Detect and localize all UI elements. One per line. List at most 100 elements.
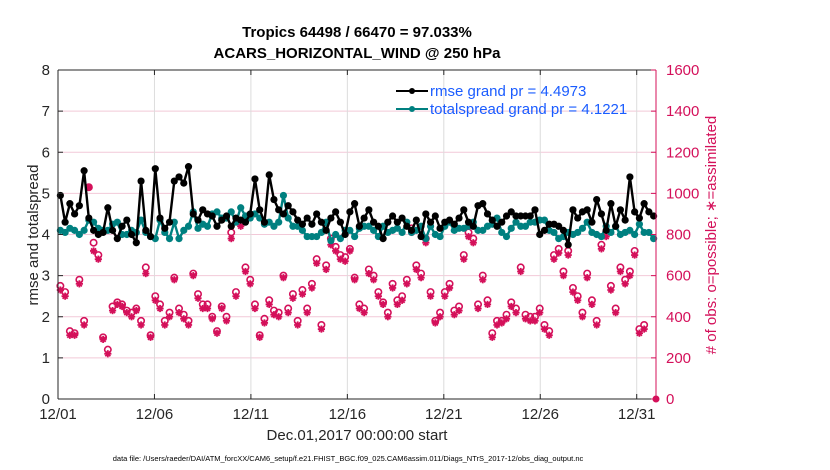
obs-assimilated-marker xyxy=(137,321,145,329)
rmse-point xyxy=(61,218,69,226)
obs-assimilated-marker xyxy=(336,255,344,263)
obs-assimilated-marker xyxy=(61,292,69,300)
totalspread-point xyxy=(365,222,373,230)
obs-assimilated-marker xyxy=(213,329,221,337)
rmse-point xyxy=(75,202,83,210)
legend-totalspread-marker xyxy=(409,106,415,112)
rmse-point xyxy=(635,214,643,222)
rmse-point xyxy=(388,212,397,220)
rmse-point xyxy=(607,200,615,208)
totalspread-point xyxy=(75,230,83,239)
rmse-point xyxy=(104,204,112,212)
asterisk-stroke xyxy=(593,321,600,329)
asterisk-stroke xyxy=(275,313,282,320)
obs-assimilated-marker xyxy=(621,280,629,288)
obs-assimilated-marker xyxy=(351,276,359,284)
asterisk-stroke xyxy=(617,268,624,275)
rmse-point xyxy=(85,214,93,222)
data-file-footer: data file: /Users/raeder/DAI/ATM_forcXX/… xyxy=(113,454,584,463)
asterisk-stroke xyxy=(626,272,634,279)
y-tick-label: 8 xyxy=(42,62,50,79)
asterisk-stroke xyxy=(213,330,221,337)
obs-assimilated-marker xyxy=(403,280,411,288)
rmse-point xyxy=(407,226,416,234)
rmse-point xyxy=(597,210,606,218)
x-axis-label: Dec.01,2017 00:00:00 start xyxy=(267,427,449,444)
asterisk-stroke xyxy=(636,330,643,337)
asterisk-stroke xyxy=(579,313,586,320)
y-tick-label: 1 xyxy=(42,350,50,367)
y-tick-label: 6 xyxy=(42,144,50,161)
asterisk-stroke xyxy=(356,305,363,312)
asterisk-stroke xyxy=(57,286,64,294)
asterisk-stroke xyxy=(152,297,159,304)
asterisk-stroke xyxy=(261,319,268,327)
totalspread-point xyxy=(635,220,643,228)
asterisk-stroke xyxy=(555,249,562,257)
y-tick-label: 4 xyxy=(42,227,50,244)
y2-tick-label: 600 xyxy=(666,268,691,285)
rmse-point xyxy=(208,212,216,220)
obs-assimilated-marker xyxy=(526,317,534,325)
totalspread-point xyxy=(370,226,378,234)
obs-assimilated-marker xyxy=(170,276,178,284)
obs-assimilated-marker xyxy=(151,296,159,304)
asterisk-stroke xyxy=(137,321,145,329)
obs-assimilated-marker xyxy=(156,304,164,313)
rmse-point xyxy=(165,218,174,226)
asterisk-stroke xyxy=(171,276,178,283)
asterisk-stroke xyxy=(455,307,463,314)
totalspread-point xyxy=(540,216,549,224)
obs-assimilated-marker xyxy=(507,302,515,311)
asterisk-stroke xyxy=(341,258,349,265)
rmse-point xyxy=(412,216,420,224)
asterisk-stroke xyxy=(251,305,259,312)
totalspread-point xyxy=(184,222,193,230)
asterisk-stroke xyxy=(280,274,287,281)
obs-assimilated-marker xyxy=(393,300,401,309)
asterisk-stroke xyxy=(204,305,211,312)
rmse-point xyxy=(431,212,439,220)
obs-assimilated-marker xyxy=(94,255,102,263)
totalspread-point xyxy=(502,232,511,241)
totalspread-point xyxy=(203,222,212,230)
rmse-point xyxy=(213,222,221,230)
asterisk-stroke xyxy=(161,321,168,329)
asterisk-stroke xyxy=(460,256,467,263)
totalspread-point xyxy=(227,208,235,216)
rmse-point xyxy=(298,220,307,228)
rmse-point xyxy=(502,212,511,220)
rmse-point xyxy=(574,214,582,222)
rmse-point xyxy=(241,218,250,226)
obs-assimilated-marker xyxy=(142,269,150,278)
asterisk-stroke xyxy=(90,247,97,255)
totalspread-point xyxy=(270,222,278,230)
rmse-point xyxy=(583,206,591,214)
rmse-point xyxy=(616,206,625,214)
obs-assimilated-marker xyxy=(180,315,188,323)
obs-assimilated-marker xyxy=(483,300,492,309)
obs-assimilated-marker xyxy=(284,309,292,317)
obs-assimilated-marker xyxy=(346,247,354,255)
rmse-point xyxy=(612,222,620,230)
rmse-point xyxy=(507,208,515,216)
totalspread-point xyxy=(631,230,639,239)
y2-axis-label: # of obs: o=possible; ∗=assimilated xyxy=(703,116,720,355)
rmse-point xyxy=(327,214,335,222)
obs-assimilated-marker xyxy=(275,313,283,321)
rmse-point xyxy=(303,214,311,222)
asterisk-stroke xyxy=(446,284,453,292)
asterisk-stroke xyxy=(598,245,605,253)
x-tick-label: 12/11 xyxy=(233,406,269,423)
y-axis-label: rmse and totalspread xyxy=(25,165,42,306)
rmse-point xyxy=(146,232,155,241)
rmse-point xyxy=(279,210,288,218)
asterisk-stroke xyxy=(133,307,140,314)
obs-assimilated-marker xyxy=(256,333,264,341)
y2-tick-label: 200 xyxy=(666,350,691,367)
rmse-point xyxy=(199,206,207,214)
rmse-point xyxy=(317,218,326,226)
asterisk-stroke xyxy=(470,239,477,246)
rmse-point xyxy=(284,202,292,210)
asterisk-stroke xyxy=(104,350,111,357)
